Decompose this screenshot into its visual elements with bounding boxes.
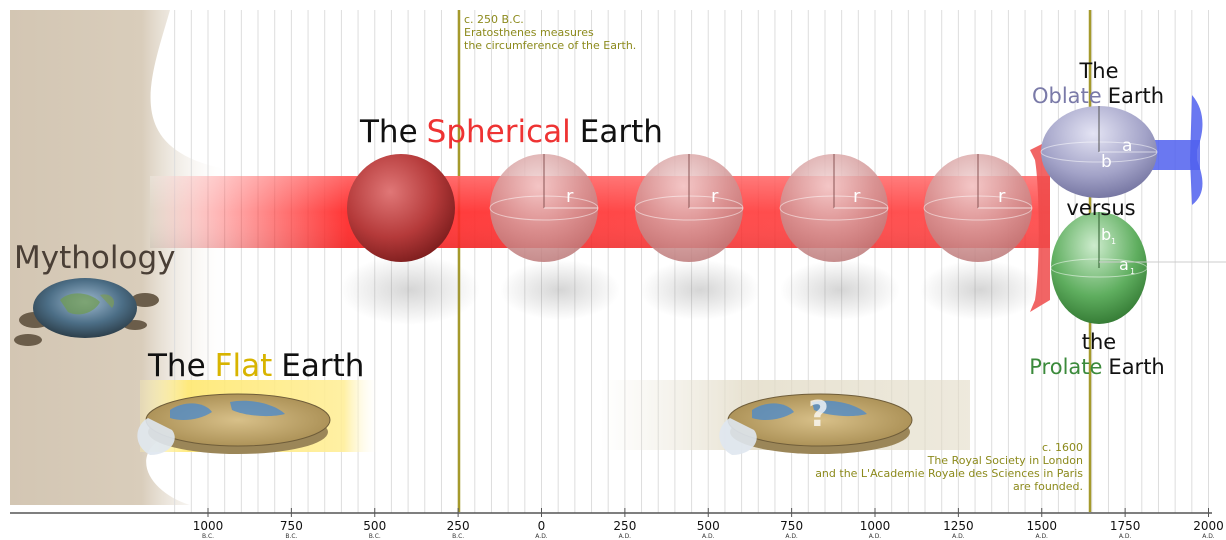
- svg-text:the circumference of the Earth: the circumference of the Earth.: [464, 39, 636, 52]
- timeline-ticks: 1000B.C.750B.C.500B.C.250B.C.0A.D.250A.D…: [193, 508, 1224, 540]
- spherical-earth-sphere: r: [634, 154, 744, 262]
- tick-era-label: A.D.: [1119, 533, 1132, 540]
- tick-era-label: B.C.: [369, 533, 381, 540]
- oblate-band: [1150, 95, 1203, 205]
- tick-era-label: A.D.: [619, 533, 632, 540]
- versus-label: versus: [1066, 196, 1135, 220]
- spherical-earth-title: The Spherical Earth: [359, 114, 663, 150]
- radius-label: r: [853, 186, 861, 207]
- tick-label: 0: [538, 519, 546, 533]
- radius-label: r: [998, 186, 1006, 207]
- tick-era-label: A.D.: [535, 533, 548, 540]
- oblate-a-label: a: [1122, 136, 1132, 156]
- tick-label: 1250: [943, 519, 974, 533]
- prolate-b-subscript: 1: [1111, 237, 1116, 246]
- svg-text:Eratosthenes measures: Eratosthenes measures: [464, 26, 594, 39]
- prolate-earth-spheroid: b 1 a 1: [1050, 212, 1226, 324]
- spherical-split-brace: [1030, 140, 1050, 312]
- flat-earth-disc-icon: [137, 393, 331, 455]
- eratosthenes-annotation: c. 250 B.C. Eratosthenes measures the ci…: [464, 13, 636, 52]
- tick-label: 250: [447, 519, 470, 533]
- tick-label: 1000: [193, 519, 224, 533]
- tick-label: 750: [280, 519, 303, 533]
- prolate-earth-title: Prolate Earth: [1029, 355, 1165, 379]
- spherical-earth-sphere: [347, 154, 455, 262]
- prolate-b-label: b: [1101, 225, 1111, 244]
- royal-society-annotation: c. 1600 The Royal Society in London and …: [815, 441, 1083, 493]
- oblate-b-label: b: [1101, 152, 1112, 172]
- svg-text:The Royal Society in London: The Royal Society in London: [927, 454, 1083, 467]
- tick-era-label: A.D.: [702, 533, 715, 540]
- spherical-earth-sphere: r: [779, 154, 889, 262]
- oblate-earth-title: Oblate Earth: [1032, 84, 1164, 108]
- flat-earth-title: The Flat Earth: [147, 348, 364, 384]
- tick-label: 250: [613, 519, 636, 533]
- radius-label: r: [711, 186, 719, 207]
- tick-era-label: A.D.: [1036, 533, 1049, 540]
- world-turtle-icon: [14, 278, 159, 346]
- svg-text:c. 250 B.C.: c. 250 B.C.: [464, 13, 524, 26]
- tick-era-label: B.C.: [452, 533, 464, 540]
- tick-era-label: A.D.: [1202, 533, 1215, 540]
- tick-era-label: B.C.: [285, 533, 297, 540]
- svg-text:are founded.: are founded.: [1013, 480, 1083, 493]
- tick-era-label: A.D.: [785, 533, 798, 540]
- tick-label: 2000: [1193, 519, 1224, 533]
- tick-label: 1750: [1110, 519, 1141, 533]
- oblate-earth-spheroid: b a: [1040, 106, 1158, 198]
- prolate-a-subscript: 1: [1130, 267, 1135, 276]
- mythology-title: Mythology: [14, 240, 175, 276]
- spherical-earth-sphere: r: [923, 154, 1033, 262]
- radius-label: r: [566, 186, 574, 207]
- tick-label: 1000: [860, 519, 891, 533]
- question-mark: ?: [808, 394, 829, 435]
- spherical-earth-sphere: r: [489, 154, 599, 262]
- prolate-the-label: the: [1082, 330, 1116, 354]
- svg-text:and the L'Academie Royale des: and the L'Academie Royale des Sciences i…: [815, 467, 1083, 480]
- tick-era-label: B.C.: [202, 533, 214, 540]
- tick-label: 750: [780, 519, 803, 533]
- oblate-the-label: The: [1078, 59, 1118, 83]
- tick-label: 500: [363, 519, 386, 533]
- flat-earth-disc-icon: ?: [719, 393, 913, 455]
- prolate-a-label: a: [1119, 255, 1129, 274]
- tick-label: 1500: [1026, 519, 1057, 533]
- svg-text:c. 1600: c. 1600: [1042, 441, 1083, 454]
- tick-era-label: A.D.: [869, 533, 882, 540]
- tick-label: 500: [697, 519, 720, 533]
- tick-era-label: A.D.: [952, 533, 965, 540]
